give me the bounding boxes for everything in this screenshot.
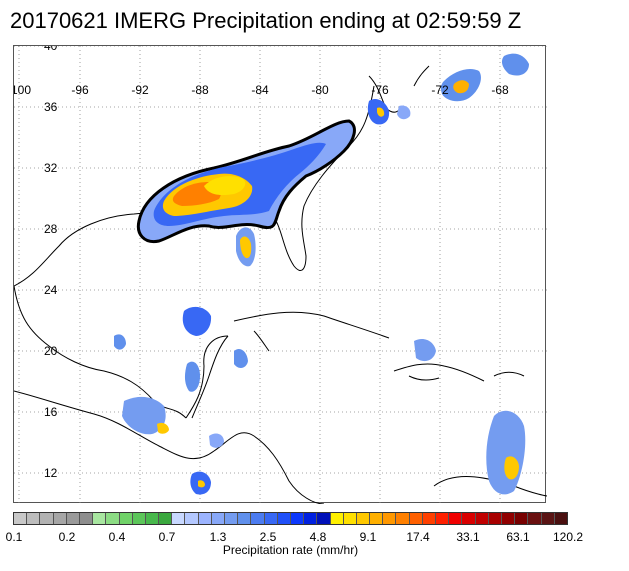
lon-label: -92 <box>131 83 149 97</box>
colorbar-swatch <box>515 513 529 524</box>
lon-label: -76 <box>371 83 389 97</box>
colorbar-tick: 4.8 <box>309 530 327 544</box>
colorbar-swatch <box>159 513 173 524</box>
colorbar-swatch <box>225 513 239 524</box>
colorbar-swatch <box>409 513 423 524</box>
graticule <box>14 46 547 504</box>
lon-label: -100 <box>14 83 31 97</box>
colorbar-swatch <box>53 513 67 524</box>
lat-label: 32 <box>44 161 58 175</box>
colorbar-swatch <box>132 513 146 524</box>
lat-label: 40 <box>44 46 58 53</box>
colorbar-swatch <box>343 513 357 524</box>
colorbar-swatch <box>528 513 542 524</box>
colorbar-tick: 0.7 <box>158 530 176 544</box>
colorbar-tick: 0.2 <box>58 530 76 544</box>
colorbar-swatch <box>27 513 41 524</box>
lat-label: 20 <box>44 344 58 358</box>
lon-labels: -100 -96 -92 -88 -84 -80 -76 -72 -68 <box>14 83 509 97</box>
colorbar-swatch <box>93 513 107 524</box>
colorbar-swatch <box>370 513 384 524</box>
colorbar-swatch <box>396 513 410 524</box>
colorbar-swatch <box>436 513 450 524</box>
colorbar-swatch <box>317 513 331 524</box>
colorbar-tick: 63.1 <box>506 530 530 544</box>
colorbar-swatch <box>238 513 252 524</box>
lon-label: -88 <box>191 83 209 97</box>
colorbar-swatch <box>501 513 516 524</box>
colorbar-swatch <box>330 513 344 524</box>
colorbar <box>13 512 568 525</box>
colorbar-swatch <box>449 513 463 524</box>
colorbar-swatch <box>185 513 199 524</box>
precipitation-map: -100 -96 -92 -88 -84 -80 -76 -72 -68 40 … <box>13 45 547 504</box>
lon-label: -96 <box>71 83 89 97</box>
colorbar-tick: 120.2 <box>552 530 584 544</box>
colorbar-swatch <box>66 513 80 524</box>
colorbar-swatch <box>541 513 555 524</box>
colorbar-tick: 17.4 <box>406 530 430 544</box>
colorbar-swatch <box>40 513 54 524</box>
colorbar-swatch <box>488 513 502 524</box>
precipitation-field <box>114 53 529 495</box>
lat-label: 16 <box>44 405 58 419</box>
colorbar-title: Precipitation rate (mm/hr) <box>222 543 359 557</box>
lon-label: -84 <box>251 83 269 97</box>
colorbar-swatch <box>277 513 291 524</box>
colorbar-swatch <box>211 513 225 524</box>
coastlines <box>14 65 547 504</box>
lat-label: 12 <box>44 466 58 480</box>
colorbar-swatch <box>172 513 186 524</box>
map-canvas: -100 -96 -92 -88 -84 -80 -76 -72 -68 40 … <box>14 46 547 504</box>
lat-label: 24 <box>44 283 58 297</box>
colorbar-tick: 33.1 <box>456 530 480 544</box>
colorbar-swatch <box>304 513 318 524</box>
map-title: 20170621 IMERG Precipitation ending at 0… <box>10 8 522 33</box>
lat-label: 28 <box>44 222 58 236</box>
lat-labels: 40 36 32 28 24 20 16 12 <box>44 46 58 480</box>
colorbar-tick: 0.1 <box>5 530 23 544</box>
colorbar-swatch <box>475 513 489 524</box>
lon-label: -80 <box>311 83 329 97</box>
colorbar-swatch <box>554 513 567 524</box>
colorbar-swatch <box>119 513 133 524</box>
colorbar-tick: 9.1 <box>359 530 377 544</box>
colorbar-swatch <box>290 513 305 524</box>
colorbar-swatch <box>198 513 212 524</box>
colorbar-swatch <box>79 513 94 524</box>
colorbar-swatch <box>251 513 265 524</box>
colorbar-swatch <box>264 513 278 524</box>
colorbar-swatch <box>14 513 28 524</box>
colorbar-swatch <box>462 513 476 524</box>
colorbar-swatch <box>383 513 397 524</box>
colorbar-swatch <box>356 513 371 524</box>
lon-label: -68 <box>491 83 509 97</box>
colorbar-tick: 0.4 <box>108 530 126 544</box>
lon-label: -72 <box>431 83 449 97</box>
lat-label: 36 <box>44 100 58 114</box>
colorbar-tick: 1.3 <box>209 530 227 544</box>
colorbar-swatch <box>422 513 436 524</box>
colorbar-swatch <box>145 513 160 524</box>
colorbar-tick: 2.5 <box>259 530 277 544</box>
colorbar-swatch <box>106 513 120 524</box>
